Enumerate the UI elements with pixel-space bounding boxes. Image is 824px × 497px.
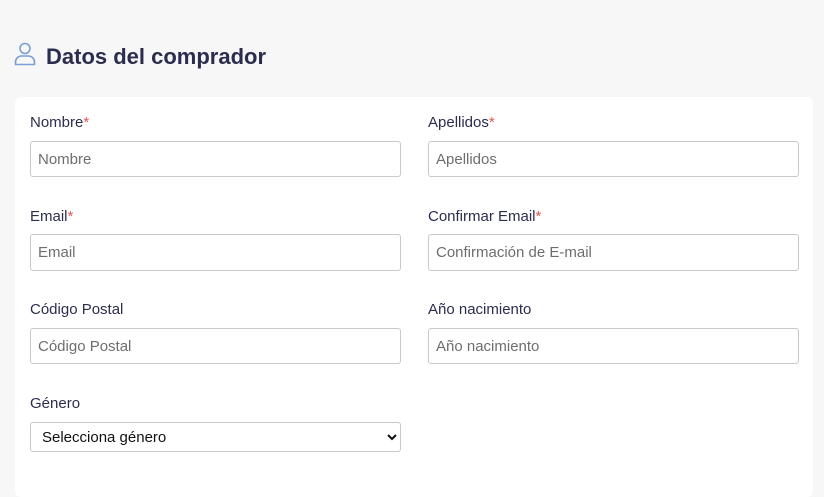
- field-gender: Género Selecciona género: [30, 395, 401, 452]
- nombre-label: Nombre*: [30, 114, 90, 131]
- nombre-input[interactable]: [30, 141, 401, 177]
- email-label: Email*: [30, 208, 74, 225]
- required-mark: *: [488, 114, 495, 131]
- gender-select[interactable]: Selecciona género: [30, 422, 401, 452]
- required-mark: *: [67, 208, 74, 225]
- user-icon: [14, 42, 36, 71]
- field-email: Email*: [30, 208, 401, 271]
- field-confirm-email: Confirmar Email*: [428, 208, 799, 271]
- required-mark: *: [83, 114, 90, 131]
- field-postal-code: Código Postal: [30, 301, 401, 364]
- birth-year-input[interactable]: [428, 328, 799, 364]
- confirm-email-input[interactable]: [428, 234, 799, 271]
- apellidos-input[interactable]: [428, 141, 799, 177]
- confirm-email-label: Confirmar Email*: [428, 208, 542, 225]
- required-mark: *: [535, 208, 542, 225]
- email-input[interactable]: [30, 234, 401, 271]
- postal-code-label: Código Postal: [30, 301, 124, 318]
- page-title: Datos del comprador: [46, 43, 267, 69]
- section-title: Datos del comprador: [14, 42, 266, 71]
- gender-label: Género: [30, 395, 81, 412]
- birth-year-label: Año nacimiento: [428, 301, 532, 318]
- field-apellidos: Apellidos*: [428, 114, 799, 177]
- postal-code-input[interactable]: [30, 328, 401, 364]
- buyer-form-card: Nombre* Apellidos* Email* Confirmar Emai…: [15, 97, 813, 497]
- apellidos-label: Apellidos*: [428, 114, 495, 131]
- field-birth-year: Año nacimiento: [428, 301, 799, 364]
- field-nombre: Nombre*: [30, 114, 401, 177]
